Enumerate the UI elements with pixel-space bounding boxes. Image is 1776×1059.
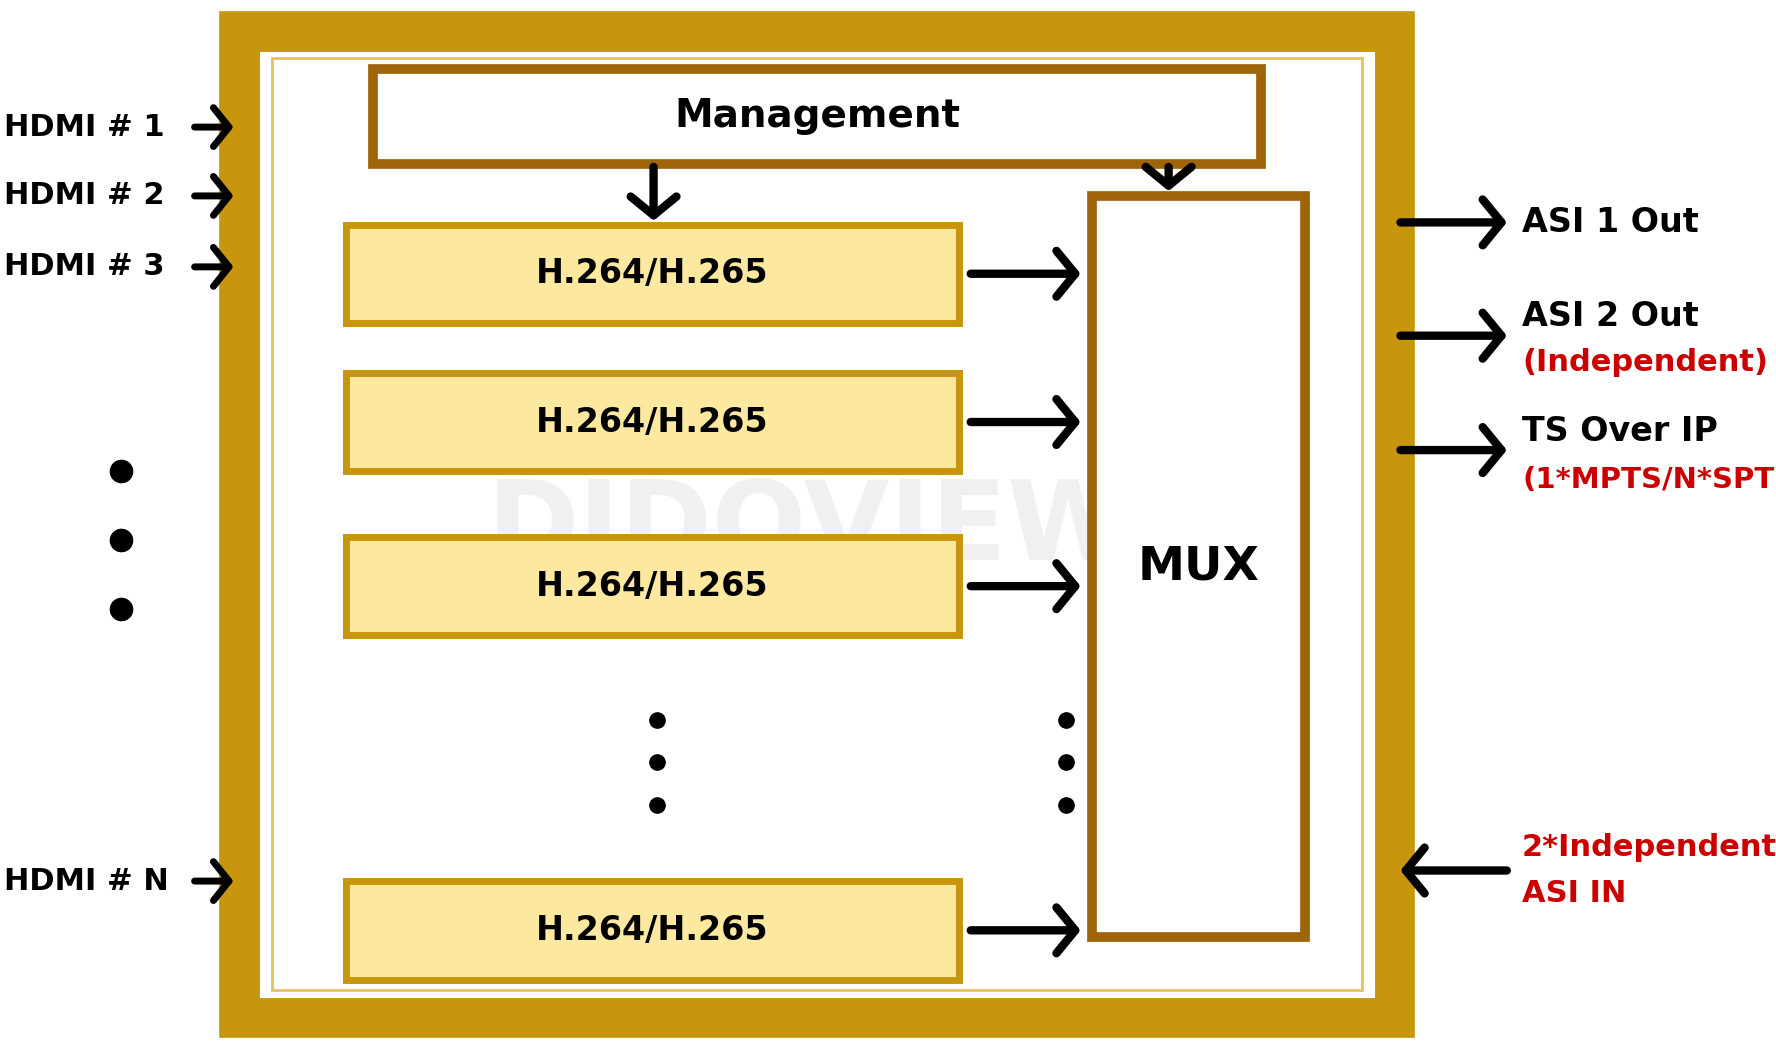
Text: HDMI # 3: HDMI # 3: [4, 252, 163, 282]
Text: HDMI # 1: HDMI # 1: [4, 112, 163, 142]
Text: H.264/H.265: H.264/H.265: [536, 406, 769, 438]
Bar: [240, 32, 1394, 1017]
Text: HDMI # 2: HDMI # 2: [4, 181, 163, 211]
Bar: [240, 32, 1394, 1017]
Bar: [1092, 196, 1305, 937]
Bar: [373, 69, 1261, 164]
Text: H.264/H.265: H.264/H.265: [536, 914, 769, 947]
Text: DIDOVIEW: DIDOVIEW: [487, 475, 1130, 584]
Text: (Independent): (Independent): [1522, 347, 1769, 377]
Text: (1*MPTS/N*SPTS): (1*MPTS/N*SPTS): [1522, 466, 1776, 493]
Text: ASI 2 Out: ASI 2 Out: [1522, 300, 1700, 334]
Text: H.264/H.265: H.264/H.265: [536, 570, 769, 603]
Bar: [240, 32, 1394, 1017]
Text: ASI 1 Out: ASI 1 Out: [1522, 205, 1700, 239]
Bar: [346, 373, 959, 471]
Text: MUX: MUX: [1138, 544, 1259, 589]
Bar: [272, 58, 1362, 990]
Bar: [240, 32, 1394, 1017]
Text: Management: Management: [673, 97, 961, 136]
Text: H.264/H.265: H.264/H.265: [536, 257, 769, 290]
Text: ASI IN: ASI IN: [1522, 879, 1627, 909]
Text: TS Over IP: TS Over IP: [1522, 414, 1717, 448]
Bar: [346, 225, 959, 323]
Text: 2*Independent: 2*Independent: [1522, 832, 1776, 862]
Bar: [346, 881, 959, 980]
Bar: [346, 537, 959, 635]
Text: HDMI # N: HDMI # N: [4, 866, 169, 896]
Bar: [240, 32, 1394, 1017]
